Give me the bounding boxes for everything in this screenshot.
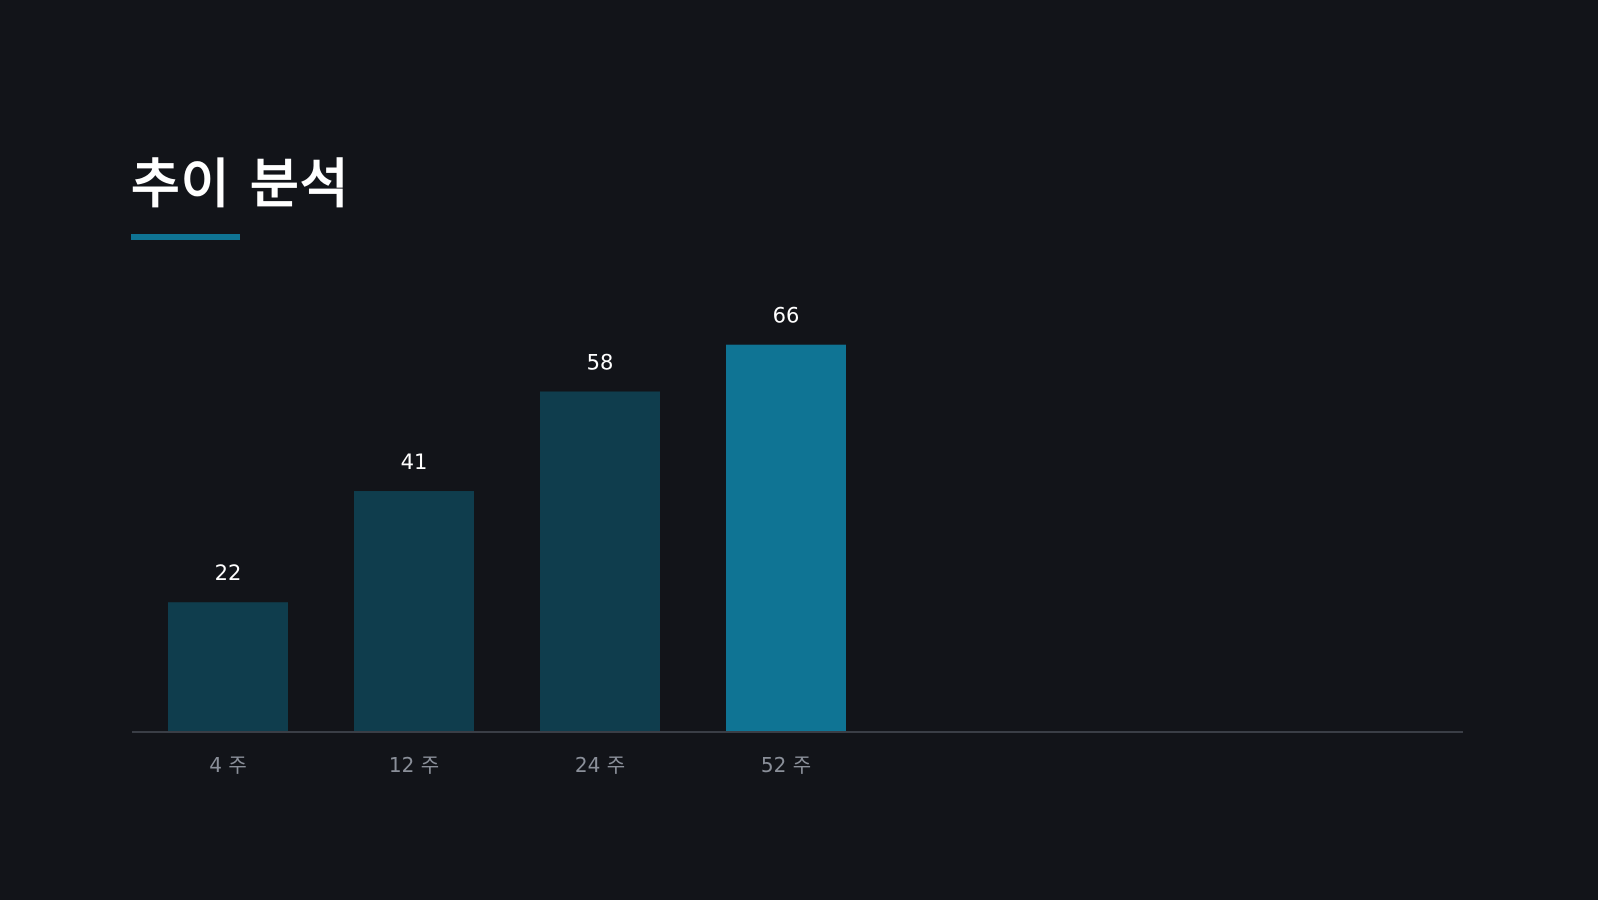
bar-1 — [168, 602, 288, 731]
x-tick-label-1: 4 주 — [209, 753, 246, 777]
title-underline — [131, 234, 240, 240]
bar-value-label-2: 41 — [401, 450, 428, 474]
x-tick-label-3: 24 주 — [575, 753, 625, 777]
bars-layer — [168, 344, 846, 731]
bar-value-label-4: 66 — [773, 304, 800, 328]
bar-2 — [354, 491, 474, 731]
bar-3 — [540, 391, 660, 731]
bar-value-label-3: 58 — [587, 351, 614, 375]
bar-4 — [726, 344, 846, 731]
bar-value-label-1: 22 — [215, 561, 242, 585]
chart-title: 추이 분석 — [131, 154, 350, 215]
x-tick-label-2: 12 주 — [389, 753, 439, 777]
value-labels-layer: 22 41 58 66 — [215, 304, 800, 586]
x-tick-label-4: 52 주 — [761, 753, 811, 777]
tick-labels-layer: 4 주 12 주 24 주 52 주 — [209, 753, 811, 777]
